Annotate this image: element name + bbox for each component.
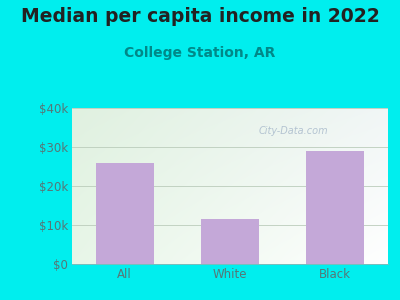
Bar [96,163,154,264]
Bar [201,219,259,264]
Bar [306,151,364,264]
Text: College Station, AR: College Station, AR [124,46,276,61]
Text: City-Data.com: City-Data.com [258,126,328,136]
Text: Median per capita income in 2022: Median per capita income in 2022 [21,8,379,26]
